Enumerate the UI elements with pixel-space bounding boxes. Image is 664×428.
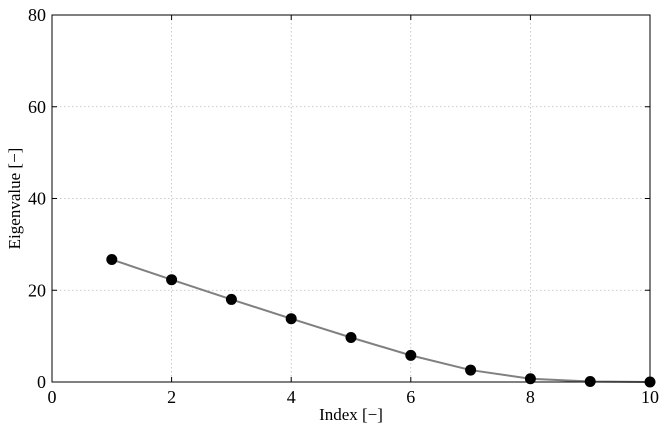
data-point	[166, 274, 178, 286]
series-line	[111, 258, 651, 383]
data-point	[225, 293, 237, 305]
data-point	[106, 254, 118, 266]
x-tick-label: 6	[406, 387, 415, 407]
y-tick-label: 80	[28, 5, 46, 25]
y-tick-label: 60	[28, 97, 46, 117]
y-axis-label: Eigenvalue [−]	[5, 148, 24, 250]
data-point	[405, 349, 417, 361]
y-tick-label: 20	[28, 280, 46, 300]
data-point	[345, 332, 357, 344]
x-tick-label: 10	[641, 387, 659, 407]
axis-ticks: 0 2 4 6 8 10 0 20 40 60 80	[28, 5, 659, 407]
data-point	[285, 313, 297, 325]
x-tick-label: 2	[167, 387, 176, 407]
y-tick-label: 0	[37, 372, 46, 392]
grid-lines	[52, 15, 650, 382]
x-tick-label: 0	[48, 387, 57, 407]
data-point	[465, 364, 477, 376]
y-tick-label: 40	[28, 189, 46, 209]
x-tick-label: 4	[287, 387, 296, 407]
x-axis-label: Index [−]	[319, 405, 383, 424]
x-tick-label: 8	[526, 387, 535, 407]
